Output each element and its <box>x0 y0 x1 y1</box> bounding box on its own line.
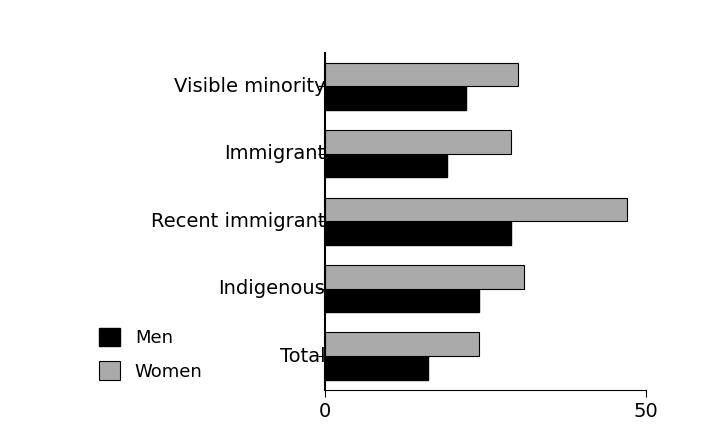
Text: Immigrant: Immigrant <box>224 144 325 163</box>
Text: Total: Total <box>279 346 325 366</box>
Text: Visible minority: Visible minority <box>174 77 325 96</box>
Bar <box>325 63 518 86</box>
Bar <box>325 221 511 245</box>
Bar <box>325 356 428 380</box>
Bar <box>325 289 480 312</box>
Legend: Men, Women: Men, Women <box>99 328 202 381</box>
Bar <box>325 154 447 177</box>
Bar <box>325 86 467 110</box>
Bar <box>325 332 480 356</box>
Bar <box>325 265 524 289</box>
Bar <box>325 130 511 154</box>
Text: Recent immigrant: Recent immigrant <box>151 212 325 231</box>
Text: Indigenous: Indigenous <box>218 279 325 298</box>
Bar <box>325 198 627 221</box>
